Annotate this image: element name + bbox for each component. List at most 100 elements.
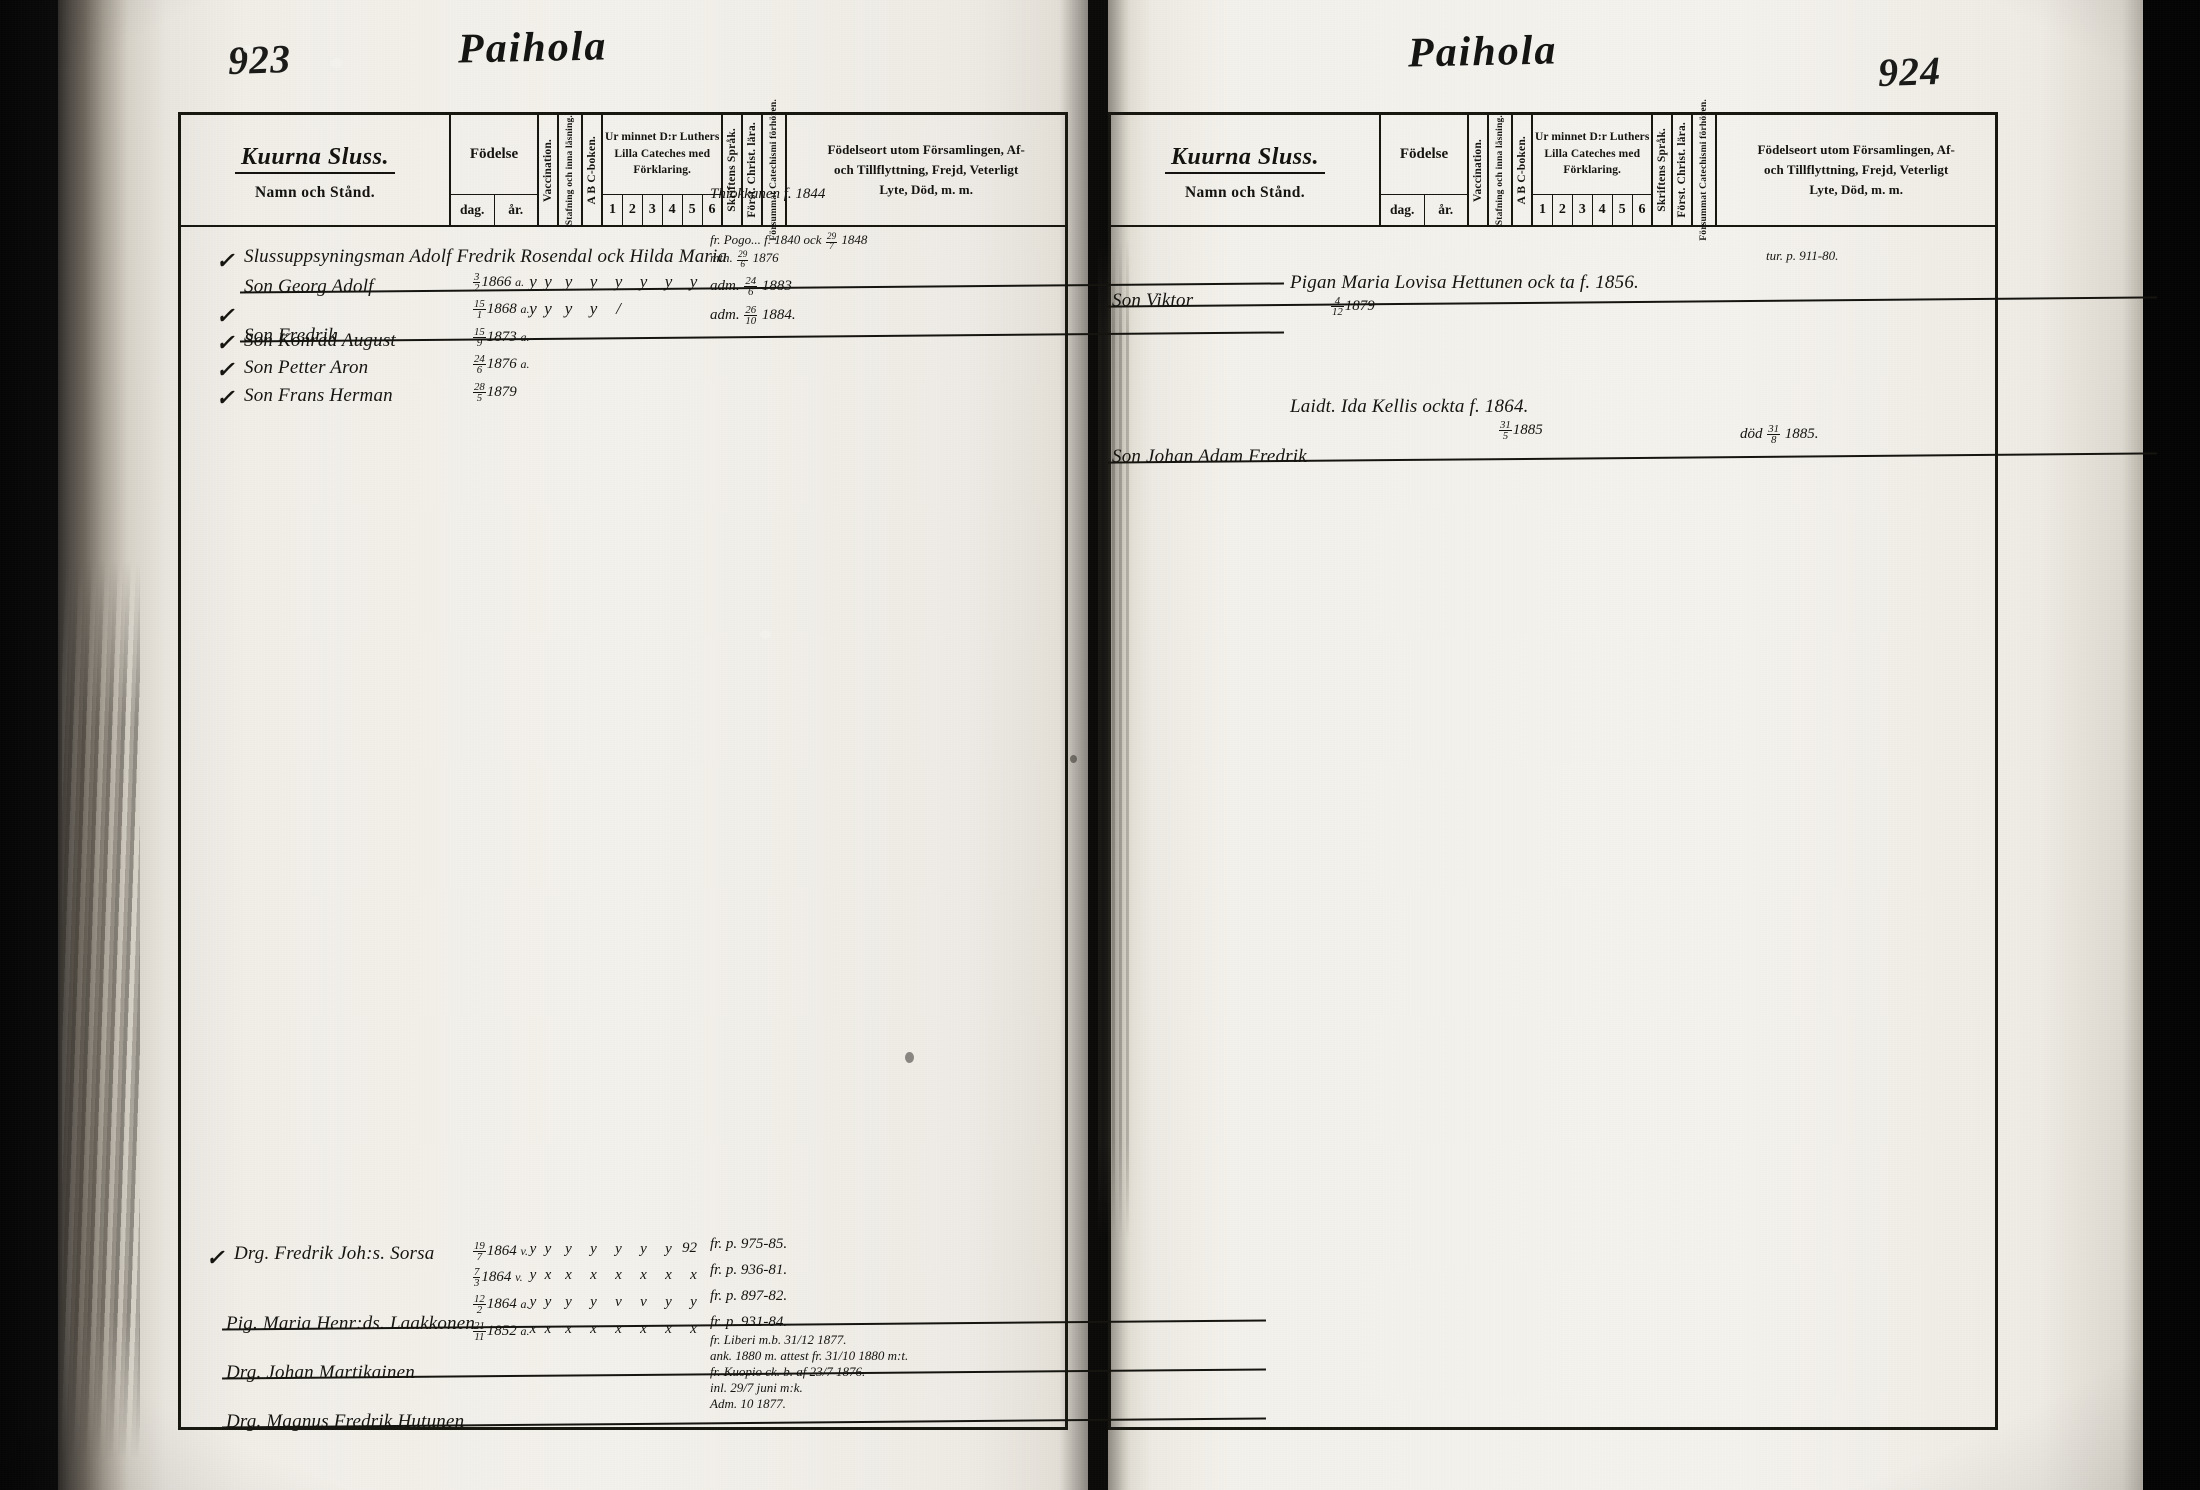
col-catechism-num-2-right: 2 [1553, 195, 1573, 225]
entry-date-r1: 4 12 1879 [1331, 295, 1375, 319]
col-notes-line2-right: och Tillflyttning, Frejd, Veterligt [1764, 161, 1949, 177]
col-name-printed-right: Namn och Stånd. [1184, 184, 1306, 201]
col-catechism-line3: Förklaring. [633, 164, 692, 177]
entry-note-r1-small: tur. p. 911-80. [1766, 248, 1839, 263]
col-catechism-right: Ur minnet D:r Luthers Lilla Cateches med… [1533, 115, 1654, 225]
col-catechism-num-1-right: 1 [1533, 195, 1553, 225]
entry-note-b4: fr. p. 931-84. [710, 1314, 788, 1330]
left-page: 923 Paihola Kuurna Sluss. Namn och Stånd… [58, 0, 1088, 1490]
left-table-header: Kuurna Sluss. Namn och Stånd. Födelse da… [181, 99, 1065, 241]
entry-birth-6: 28 5 1879 [473, 381, 517, 405]
row-check-1: ✓ [216, 248, 235, 273]
col-notes-right: Födelseort utom Församlingen, Af- och Ti… [1717, 115, 1995, 225]
col-scripture: Skriftens Språk. [723, 115, 744, 225]
extra-note-5: Adm. 10 1877. [710, 1396, 786, 1411]
col-abc-book: A B C-boken. [583, 115, 603, 225]
col-catechism-num-4-right: 4 [1593, 195, 1613, 225]
entry-name-b1: Drg. Fredrik Joh:s. Sorsa [234, 1243, 435, 1264]
entry-note-1b: mth. 29 6 1876 [710, 249, 779, 270]
paper-speck-1 [330, 58, 343, 68]
col-catechism-line1: Ur minnet D:r Luthers [605, 130, 720, 143]
entry-name-r2: Son Johan Adam Fredrik [1112, 446, 2147, 468]
col-scripture-label-right: Skriftens Språk. [1656, 128, 1669, 212]
col-vaccination: Vaccination. [539, 115, 559, 225]
entry-birth-b4: 21 11 1852 a. [473, 1320, 530, 1344]
ink-blot-1 [905, 1052, 914, 1063]
col-birth: Födelse dag. år. [451, 115, 539, 225]
household-name-hand-right: Kuurna Sluss. [1165, 144, 1325, 174]
col-spelling: Stafning och inna läsning. [559, 115, 583, 225]
col-catechism-num-1: 1 [603, 195, 623, 225]
col-notes-line1-right: Födelseort utom Församlingen, Af- [1757, 141, 1955, 157]
col-spelling-right: Stafning och inna läsning. [1489, 115, 1513, 225]
col-name-printed: Namn och Stånd. [254, 184, 376, 201]
row-check-6: ✓ [216, 385, 235, 410]
extra-note-2: ank. 1880 m. attest fr. 31/10 1880 m:t. [710, 1348, 909, 1363]
entry-note-b1: fr. p. 975-85. [710, 1236, 788, 1252]
col-birth-day-right: dag. [1381, 195, 1425, 225]
entry-note-b2: fr. p. 936-81. [710, 1262, 788, 1278]
entry-note-r2-main: Laidt. Ida Kellis ockta f. 1864. [1290, 396, 1529, 417]
col-catechism-line1-right: Ur minnet D:r Luthers [1535, 130, 1650, 143]
entry-name-b4: Drg. Magnus Fredrik Hutunen [226, 1411, 1256, 1433]
col-birth-year: år. [508, 202, 524, 217]
entry-marks-3: y y y y / [529, 299, 621, 318]
entry-note-2: adm. 24 6 1883 [710, 275, 792, 299]
entry-note-1a: fr. Pogo... f. 1840 ock 29 7 1848 [710, 231, 868, 252]
col-catechism-num-4: 4 [663, 195, 683, 225]
left-folio-number: 923 [227, 35, 292, 84]
col-birth-year-right: år. [1438, 202, 1454, 217]
col-catechism: Ur minnet D:r Luthers Lilla Cateches med… [603, 115, 724, 225]
col-catechism-line2: Lilla Cateches med [614, 147, 711, 160]
entry-missed-b1: 92 [682, 1240, 697, 1256]
row-check-5: ✓ [216, 357, 235, 382]
ink-blot-2 [1070, 755, 1077, 763]
entry-birth-4: 15 9 1873 a. [473, 326, 530, 350]
col-vaccination-right: Vaccination. [1469, 115, 1489, 225]
entry-note-r2-small: död 31 8 1885. [1740, 423, 1819, 447]
col-christian-doctrine-label: Först. Christ. lära. [746, 122, 759, 218]
col-spelling-label: Stafning och inna läsning. [564, 114, 575, 226]
col-catechism-num-3-right: 3 [1573, 195, 1593, 225]
col-missed-catechism-label-right: Försummat Catechismi förhören. [1698, 99, 1709, 241]
entry-name-5: Son Petter Aron [244, 357, 369, 378]
col-catechism-num-5: 5 [683, 195, 703, 225]
col-notes-line2: och Tillflyttning, Frejd, Veterligt [834, 161, 1019, 177]
col-missed-catechism-right: Försummat Catechismi förhören. [1693, 99, 1718, 241]
col-scripture-right: Skriftens Språk. [1653, 115, 1674, 225]
extra-note-4: inl. 29/7 juni m:k. [710, 1380, 803, 1395]
paper-speck-3 [760, 630, 771, 639]
col-abc-label-right: A B C-boken. [1515, 135, 1528, 205]
entry-note-3: adm. 26 10 1884. [710, 304, 796, 328]
right-page: 924 Paihola Kuurna Sluss. Namn och Stånd… [1108, 0, 2143, 1490]
entry-birth-b2: 7 3 1864 v. [473, 1266, 523, 1290]
col-notes-line3-right: Lyte, Död, m. m. [1809, 182, 1904, 198]
col-birth-right: Födelse dag. år. [1381, 115, 1469, 225]
entry-birth-2: 3 2 1866 a. [473, 271, 525, 295]
col-abc-book-right: A B C-boken. [1513, 115, 1533, 225]
entry-note-r1-main: Pigan Maria Lovisa Hettunen ock ta f. 18… [1290, 272, 1639, 293]
entry-name-1: Slussuppsyningsman Adolf Fredrik Rosenda… [244, 246, 728, 267]
row-check-3: ✓ [216, 303, 235, 328]
col-name-heading: Kuurna Sluss. Namn och Stånd. [181, 115, 451, 225]
col-birth-label-right: Födelse [1381, 115, 1467, 195]
col-christian-doctrine-right: Först. Christ. lära. [1673, 115, 1694, 225]
row-check-4: ✓ [216, 330, 235, 355]
col-catechism-line2-right: Lilla Cateches med [1544, 147, 1641, 160]
col-birth-label: Födelse [451, 115, 537, 195]
col-christian-doctrine-label-right: Först. Christ. lära. [1676, 122, 1689, 218]
entry-name-6: Son Frans Herman [244, 385, 393, 406]
col-missed-catechism-label: Försummat Catechismi förhören. [768, 99, 779, 241]
entry-birth-r2: 31 5 1885 [1499, 419, 1543, 443]
col-vaccination-label-right: Vaccination. [1471, 138, 1484, 202]
entry-birth-b1: 19 7 1864 v. [473, 1240, 528, 1264]
extra-note-1: fr. Liberi m.b. 31/12 1877. [710, 1332, 847, 1347]
col-abc-label: A B C-boken. [585, 135, 598, 205]
col-name-heading-right: Kuurna Sluss. Namn och Stånd. [1111, 115, 1381, 225]
entry-note-b3: fr. p. 897-82. [710, 1288, 788, 1304]
col-birth-day: dag. [451, 195, 495, 225]
col-christian-doctrine: Först. Christ. lära. [743, 115, 764, 225]
